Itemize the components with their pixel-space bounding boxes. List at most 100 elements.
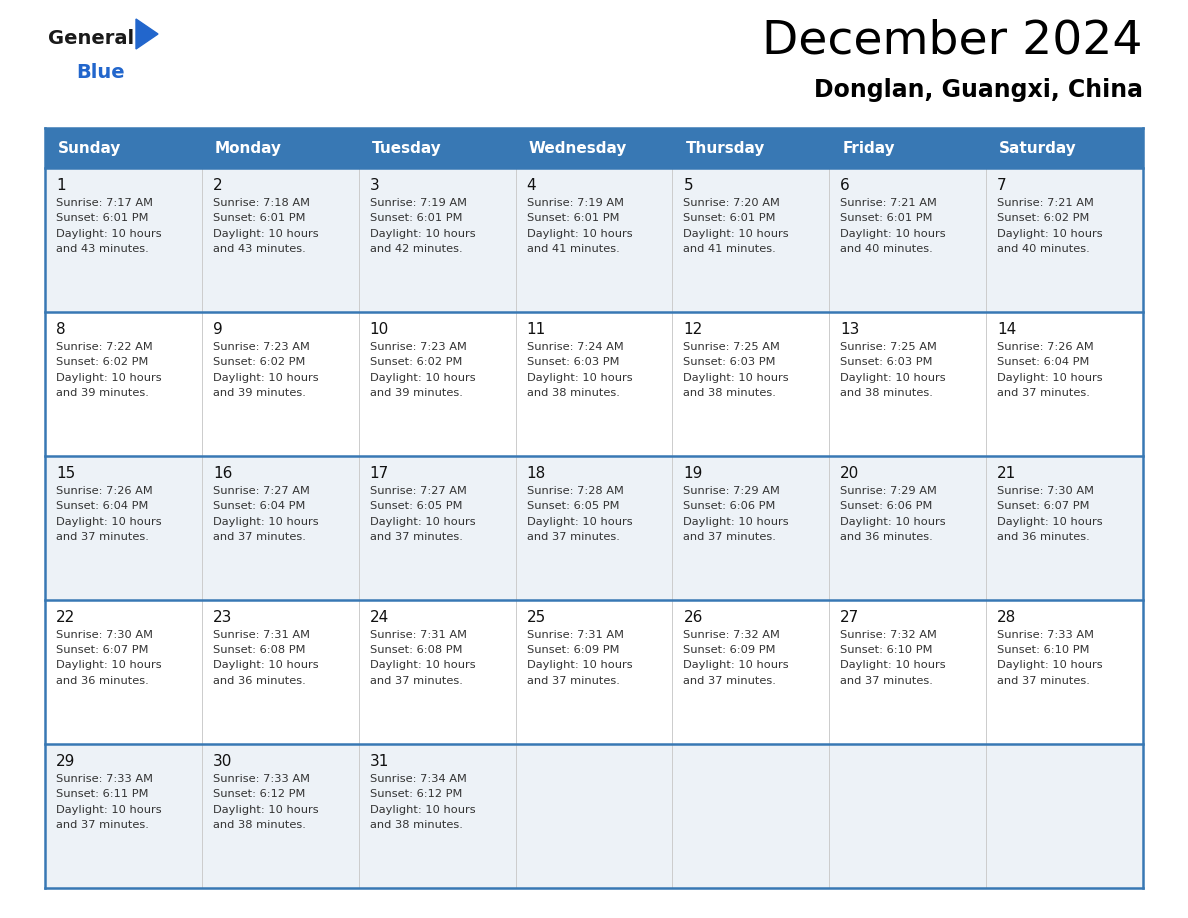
Text: Sunset: 6:04 PM: Sunset: 6:04 PM [997,357,1089,367]
Text: and 37 minutes.: and 37 minutes. [840,676,933,686]
Text: Sunrise: 7:20 AM: Sunrise: 7:20 AM [683,197,781,207]
Text: and 37 minutes.: and 37 minutes. [369,532,462,542]
Text: Sunrise: 7:23 AM: Sunrise: 7:23 AM [369,341,467,352]
Text: Daylight: 10 hours: Daylight: 10 hours [526,660,632,670]
Text: Sunset: 6:02 PM: Sunset: 6:02 PM [213,357,305,367]
Text: Sunset: 6:01 PM: Sunset: 6:01 PM [213,213,305,223]
Text: Daylight: 10 hours: Daylight: 10 hours [840,229,946,239]
Text: 4: 4 [526,178,536,193]
Text: Daylight: 10 hours: Daylight: 10 hours [683,517,789,527]
Text: and 36 minutes.: and 36 minutes. [56,676,148,686]
Text: Daylight: 10 hours: Daylight: 10 hours [369,804,475,814]
Text: Daylight: 10 hours: Daylight: 10 hours [213,804,318,814]
Text: Sunset: 6:02 PM: Sunset: 6:02 PM [56,357,148,367]
Text: Daylight: 10 hours: Daylight: 10 hours [369,660,475,670]
Text: 14: 14 [997,322,1017,337]
Text: and 37 minutes.: and 37 minutes. [526,532,619,542]
Text: Sunset: 6:10 PM: Sunset: 6:10 PM [840,645,933,655]
Text: Daylight: 10 hours: Daylight: 10 hours [683,373,789,383]
Text: and 38 minutes.: and 38 minutes. [526,388,619,398]
Text: Donglan, Guangxi, China: Donglan, Guangxi, China [814,78,1143,102]
Text: December 2024: December 2024 [763,18,1143,63]
Text: Daylight: 10 hours: Daylight: 10 hours [840,373,946,383]
Text: Sunrise: 7:21 AM: Sunrise: 7:21 AM [840,197,937,207]
Text: Daylight: 10 hours: Daylight: 10 hours [369,373,475,383]
Text: 10: 10 [369,322,388,337]
Text: Daylight: 10 hours: Daylight: 10 hours [56,373,162,383]
Text: Sunrise: 7:19 AM: Sunrise: 7:19 AM [369,197,467,207]
Text: and 42 minutes.: and 42 minutes. [369,244,462,254]
Text: and 39 minutes.: and 39 minutes. [369,388,462,398]
Text: Blue: Blue [76,63,125,82]
Text: Sunset: 6:03 PM: Sunset: 6:03 PM [840,357,933,367]
Text: Sunrise: 7:33 AM: Sunrise: 7:33 AM [56,774,153,783]
Text: Daylight: 10 hours: Daylight: 10 hours [683,660,789,670]
Text: Sunset: 6:03 PM: Sunset: 6:03 PM [526,357,619,367]
Text: Daylight: 10 hours: Daylight: 10 hours [997,373,1102,383]
Text: and 39 minutes.: and 39 minutes. [213,388,305,398]
Text: Daylight: 10 hours: Daylight: 10 hours [369,229,475,239]
Text: 27: 27 [840,610,860,625]
Text: and 37 minutes.: and 37 minutes. [526,676,619,686]
Text: Sunrise: 7:28 AM: Sunrise: 7:28 AM [526,486,624,496]
Text: Daylight: 10 hours: Daylight: 10 hours [840,660,946,670]
Bar [45,744,1143,888]
Text: 15: 15 [56,466,75,481]
Text: Sunrise: 7:18 AM: Sunrise: 7:18 AM [213,197,310,207]
Text: 26: 26 [683,610,703,625]
Text: 19: 19 [683,466,703,481]
Text: Daylight: 10 hours: Daylight: 10 hours [56,229,162,239]
Text: Sunset: 6:01 PM: Sunset: 6:01 PM [56,213,148,223]
Text: Sunset: 6:12 PM: Sunset: 6:12 PM [369,789,462,799]
Bar [516,128,672,168]
Text: and 38 minutes.: and 38 minutes. [213,820,305,830]
Text: Sunrise: 7:31 AM: Sunrise: 7:31 AM [369,630,467,640]
Text: 21: 21 [997,466,1017,481]
Text: Sunrise: 7:30 AM: Sunrise: 7:30 AM [56,630,153,640]
Text: 12: 12 [683,322,702,337]
Text: Daylight: 10 hours: Daylight: 10 hours [526,517,632,527]
Text: 6: 6 [840,178,851,193]
Text: Sunset: 6:01 PM: Sunset: 6:01 PM [369,213,462,223]
Text: Sunset: 6:09 PM: Sunset: 6:09 PM [683,645,776,655]
Text: Sunrise: 7:33 AM: Sunrise: 7:33 AM [997,630,1094,640]
Text: Sunset: 6:08 PM: Sunset: 6:08 PM [213,645,305,655]
Text: 25: 25 [526,610,545,625]
Text: Sunrise: 7:31 AM: Sunrise: 7:31 AM [213,630,310,640]
Text: Sunrise: 7:21 AM: Sunrise: 7:21 AM [997,197,1094,207]
Text: Sunrise: 7:31 AM: Sunrise: 7:31 AM [526,630,624,640]
Text: and 38 minutes.: and 38 minutes. [369,820,462,830]
Text: Sunrise: 7:25 AM: Sunrise: 7:25 AM [683,341,781,352]
Text: Sunrise: 7:26 AM: Sunrise: 7:26 AM [56,486,153,496]
Bar [672,128,829,168]
Text: and 40 minutes.: and 40 minutes. [840,244,933,254]
Text: Sunset: 6:04 PM: Sunset: 6:04 PM [213,501,305,511]
Text: and 36 minutes.: and 36 minutes. [213,676,305,686]
Text: Sunrise: 7:25 AM: Sunrise: 7:25 AM [840,341,937,352]
Text: Daylight: 10 hours: Daylight: 10 hours [997,229,1102,239]
Bar [45,600,1143,744]
Text: Sunday: Sunday [58,140,121,155]
Text: Daylight: 10 hours: Daylight: 10 hours [369,517,475,527]
Text: and 43 minutes.: and 43 minutes. [56,244,148,254]
Text: and 38 minutes.: and 38 minutes. [683,388,776,398]
Text: and 37 minutes.: and 37 minutes. [56,532,148,542]
Text: 8: 8 [56,322,65,337]
Text: Friday: Friday [842,140,895,155]
Text: Sunset: 6:02 PM: Sunset: 6:02 PM [997,213,1089,223]
Text: Sunrise: 7:19 AM: Sunrise: 7:19 AM [526,197,624,207]
Text: Sunrise: 7:27 AM: Sunrise: 7:27 AM [369,486,467,496]
Text: 13: 13 [840,322,860,337]
Text: Sunset: 6:01 PM: Sunset: 6:01 PM [840,213,933,223]
Text: Sunset: 6:12 PM: Sunset: 6:12 PM [213,789,305,799]
Text: Daylight: 10 hours: Daylight: 10 hours [56,804,162,814]
Text: Daylight: 10 hours: Daylight: 10 hours [840,517,946,527]
Polygon shape [135,19,158,49]
Text: 23: 23 [213,610,232,625]
Bar [45,312,1143,456]
Text: 7: 7 [997,178,1006,193]
Text: Sunrise: 7:17 AM: Sunrise: 7:17 AM [56,197,153,207]
Text: 11: 11 [526,322,545,337]
Text: Sunset: 6:05 PM: Sunset: 6:05 PM [526,501,619,511]
Text: 3: 3 [369,178,379,193]
